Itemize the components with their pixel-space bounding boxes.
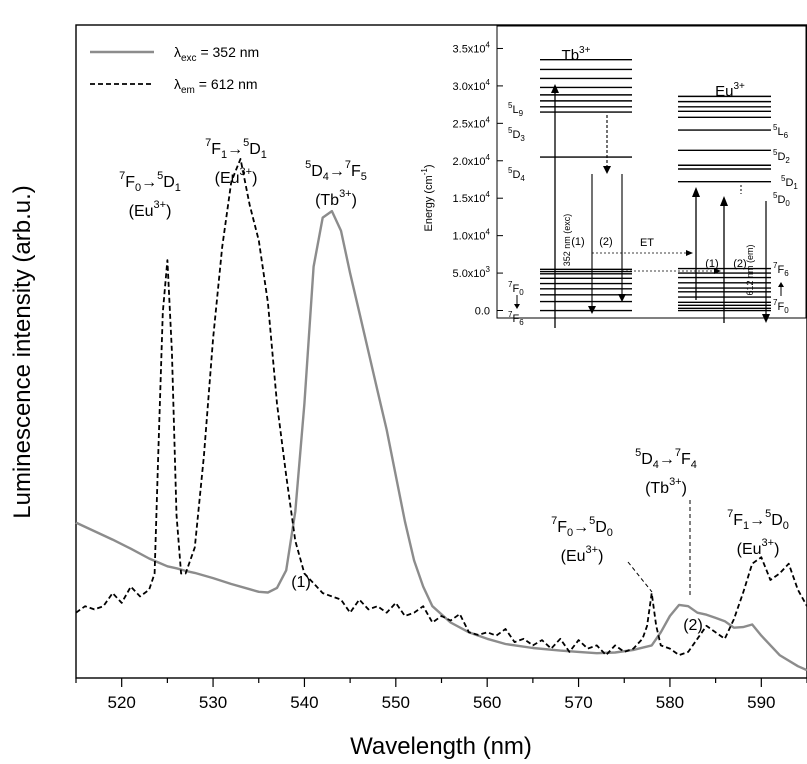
tb-emission-1-label: (1) (571, 236, 584, 248)
legend-label-em: λem = 612 nm (174, 76, 258, 96)
x-tick-label: 570 (564, 693, 592, 712)
tb-emission-1-arrowhead-icon (588, 306, 596, 314)
inset-y-tick-label: 3.0x104 (453, 78, 491, 93)
annotation-7f0-5d1-ion: (Eu3+) (129, 199, 172, 220)
eu-label-5d2: 5D2 (773, 148, 790, 165)
curve-label-1: (1) (291, 574, 311, 591)
inset-diagram: 0.0 5.0x103 1.0x104 1.5x104 2.0x104 2.5x104 3.… (420, 25, 807, 328)
annotation-7f0-5d1-transition: 7F0→5D1 (119, 170, 181, 194)
tb-label-5l9: 5L9 (508, 101, 524, 118)
annotation-7f1-5d0-ion: (Eu3+) (737, 537, 780, 558)
legend: λexc = 352 nm λem = 612 nm (90, 44, 259, 96)
annotation-7f0-5d0-transition: 7F0→5D0 (551, 515, 613, 539)
eu-emission-label: 612 nm (em) (745, 244, 755, 295)
eu-excitation-1-label: (1) (705, 258, 718, 270)
annotation-7f0-5d0-ion: (Eu3+) (561, 544, 604, 565)
eu-manifold-arrowhead-icon (778, 282, 784, 287)
tb-emission-2-arrowhead-icon (618, 294, 626, 302)
inset-y-ticks: 0.0 5.0x103 1.0x104 1.5x104 2.0x104 2.5x104 3.… (453, 40, 503, 318)
inset-y-tick-label: 0.0 (475, 306, 490, 318)
x-axis-title: Wavelength (nm) (350, 733, 532, 760)
eu-label-5d1: 5D1 (781, 174, 798, 191)
x-tick-label: 560 (473, 693, 501, 712)
eu-label-5d0: 5D0 (773, 191, 790, 208)
eu-emission-arrowhead-icon (762, 314, 770, 323)
inset-y-tick-label: 2.5x104 (453, 115, 491, 130)
eu-label-7f6: 7F6 (773, 261, 789, 278)
inset-y-tick-label: 1.5x104 (453, 190, 491, 205)
series-line-excitation (75, 209, 807, 672)
et-arrowhead-1-icon (686, 250, 693, 256)
annotation-5d4-7f5: 5D4→7F5 (Tb3+) (305, 159, 367, 209)
inset-y-tick-label: 5.0x103 (453, 265, 491, 280)
y-axis-title: Luminescence intensity (arb.u.) (9, 185, 36, 519)
tb-label-7f6: 7F6 (508, 310, 524, 327)
annotation-leader-7f0-5d0 (627, 561, 653, 593)
annotation-7f1-5d1-ion: (Eu3+) (215, 166, 258, 187)
tb-label-5d3: 5D3 (508, 126, 525, 143)
x-tick-label: 530 (199, 693, 227, 712)
tb-excitation-label: 352 nm (exc) (562, 214, 572, 267)
inset-y-tick-label: 3.5x104 (453, 40, 491, 55)
tb-relaxation-arrowhead-icon (603, 166, 611, 174)
tb-label-7f0: 7F0 (508, 280, 524, 297)
x-tick-label: 550 (382, 693, 410, 712)
curve-label-2: (2) (683, 617, 703, 634)
tb-manifold-arrowhead-icon (514, 304, 520, 309)
annotation-5d4-7f4-ion: (Tb3+) (645, 476, 687, 497)
x-tick-label: 540 (290, 693, 318, 712)
annotation-7f1-5d1: 7F1→5D1 (Eu3+) (205, 137, 267, 187)
x-axis: 520 530 540 550 560 570 580 590 (75, 678, 807, 712)
tb-excitation-arrowhead-icon (551, 84, 559, 93)
annotation-5d4-7f5-transition: 5D4→7F5 (305, 159, 367, 183)
eu-label-5l6: 5L6 (773, 123, 789, 140)
x-tick-label: 590 (747, 693, 775, 712)
inset-y-axis-title: Energy (cm-1) (420, 164, 435, 231)
annotation-5d4-7f4-transition: 5D4→7F4 (635, 447, 697, 471)
annotation-7f1-5d0-transition: 7F1→5D0 (727, 508, 789, 532)
x-tick-label: 580 (656, 693, 684, 712)
et-label: ET (640, 237, 654, 249)
x-tick-label: 520 (108, 693, 136, 712)
inset-y-tick-label: 1.0x104 (453, 228, 491, 243)
eu-excitation-2-arrowhead-icon (720, 196, 728, 206)
annotation-7f0-5d1: 7F0→5D1 (Eu3+) (119, 170, 181, 220)
annotation-7f0-5d0: 7F0→5D0 (Eu3+) (551, 515, 613, 565)
series-line-emission (75, 158, 807, 656)
annotation-5d4-7f4: 5D4→7F4 (Tb3+) (635, 447, 697, 497)
eu-excitation-2-label: (2) (733, 258, 746, 270)
et-arrowhead-2-icon (714, 268, 721, 274)
annotation-7f1-5d0: 7F1→5D0 (Eu3+) (727, 508, 789, 558)
inset-y-tick-label: 2.0x104 (453, 153, 491, 168)
legend-label-exc: λexc = 352 nm (174, 44, 259, 64)
tb-emission-2-label: (2) (599, 236, 612, 248)
annotation-7f1-5d1-transition: 7F1→5D1 (205, 137, 267, 161)
eu-label-7f0: 7F0 (773, 298, 789, 315)
series-layer (75, 158, 807, 672)
tb-label-5d4: 5D4 (508, 166, 525, 183)
eu-excitation-1-arrowhead-icon (692, 187, 700, 197)
annotation-5d4-7f5-ion: (Tb3+) (315, 188, 357, 209)
